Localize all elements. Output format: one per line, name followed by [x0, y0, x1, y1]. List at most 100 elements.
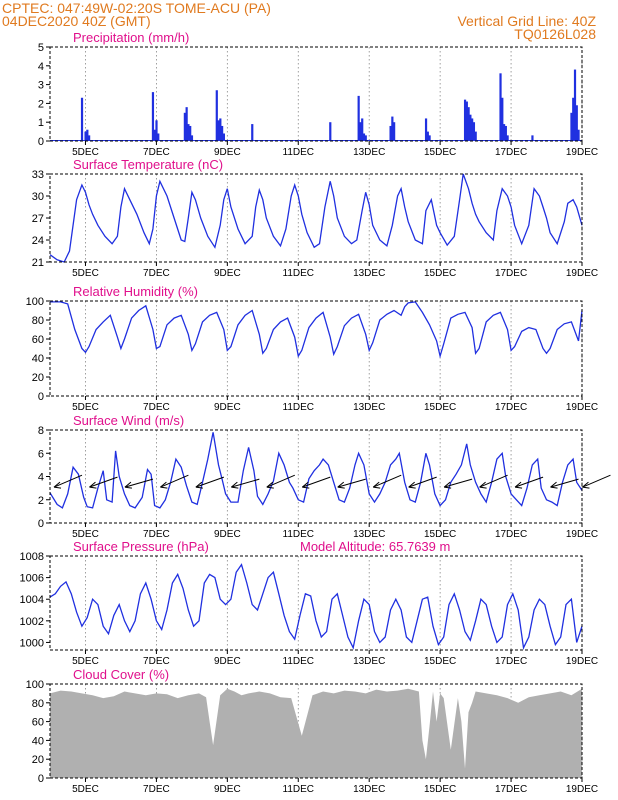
x-tick-label: 5DEC — [72, 402, 99, 413]
precip-bar — [361, 118, 364, 141]
precip-bar — [251, 124, 254, 141]
x-tick-label: 7DEC — [143, 656, 170, 667]
x-tick-label: 7DEC — [143, 402, 170, 413]
wind-arrow — [160, 474, 189, 488]
chart-panel-pres: Surface Pressure (hPa) Model Altitude: 65… — [20, 539, 599, 667]
precip-bar — [185, 107, 188, 141]
x-tick-label: 11DEC — [283, 784, 315, 795]
precip-bar — [157, 133, 160, 141]
x-tick-label: 17DEC — [495, 268, 527, 279]
wind-arrow — [266, 474, 295, 488]
x-tick-label: 9DEC — [214, 268, 241, 279]
x-tick-label: 11DEC — [283, 268, 315, 279]
chart-panel-temp: Surface Temperature (nC) 21 24 27 30 33 5DEC 7D… — [32, 157, 598, 279]
chart-frame — [49, 173, 583, 263]
precip-bar — [504, 125, 507, 141]
x-tick-label: 17DEC — [495, 402, 527, 413]
x-tick-label: 5DEC — [72, 529, 99, 540]
precip-bar — [467, 107, 470, 141]
precip-bar — [217, 120, 220, 141]
y-tick-label: 1002 — [20, 616, 44, 628]
y-tick-label: 0 — [38, 518, 44, 530]
y-tick-label: 6 — [38, 448, 44, 460]
x-tick-label: 15DEC — [424, 656, 456, 667]
x-tick-label: 15DEC — [424, 402, 456, 413]
wind-arrow-head — [89, 481, 97, 489]
chart-panel-wind: Surface Wind (m/s) 0 2 4 6 8 5DEC 7DEC 9DEC 11DEC… — [38, 413, 598, 540]
precip-bar — [471, 118, 474, 141]
x-tick-label: 15DEC — [424, 529, 456, 540]
x-tick-label: 11DEC — [283, 402, 315, 413]
series-line — [49, 563, 583, 650]
wind-arrow — [302, 476, 331, 488]
wind-arrow — [479, 474, 508, 488]
x-tick-label: 9DEC — [214, 147, 241, 158]
wind-arrow — [124, 478, 154, 488]
y-tick-label: 80 — [32, 698, 44, 710]
series-line — [49, 432, 583, 509]
precip-bar — [88, 135, 91, 141]
chart-panel-rh: Relative Humidity (%) 0 20 40 60 80 100 5DEC 7DE… — [26, 284, 598, 413]
location-header: CPTEC: 047:49W-02:20S TOME-ACU (PA) — [2, 0, 271, 16]
precip-bar — [391, 116, 394, 141]
wind-arrow — [89, 476, 118, 488]
wind-arrow — [582, 474, 611, 488]
wind-arrow-head — [550, 481, 558, 489]
cloud-cover-area — [50, 688, 582, 778]
chart-title: Cloud Cover (%) — [73, 667, 169, 682]
precip-bar — [469, 114, 472, 141]
precip-bar — [575, 105, 578, 141]
x-tick-label: 13DEC — [353, 656, 385, 667]
precip-bar — [183, 112, 186, 141]
x-tick-label: 11DEC — [283, 656, 315, 667]
wind-arrow-head — [372, 481, 381, 489]
y-tick-label: 27 — [32, 213, 44, 225]
x-tick-label: 17DEC — [495, 656, 527, 667]
precip-bar — [474, 131, 477, 141]
wind-arrow — [195, 476, 225, 488]
x-tick-label: 13DEC — [353, 402, 385, 413]
y-tick-label: 40 — [32, 735, 44, 747]
precip-bar — [428, 135, 431, 141]
wind-arrow-head — [443, 481, 452, 489]
wind-arrow — [514, 476, 544, 488]
x-tick-label: 15DEC — [424, 147, 456, 158]
precip-bar — [357, 95, 360, 141]
wind-arrow-head — [337, 481, 345, 489]
y-tick-label: 2 — [38, 495, 44, 507]
precip-bar — [86, 129, 89, 141]
precip-bar — [393, 122, 396, 141]
y-tick-label: 80 — [32, 315, 44, 327]
date-header: 04DEC2020 40Z (GMT) — [2, 13, 151, 29]
chart-frame — [49, 683, 583, 779]
chart-title: Relative Humidity (%) — [73, 284, 198, 299]
chart-title: Surface Temperature (nC) — [73, 157, 223, 172]
y-tick-label: 60 — [32, 334, 44, 346]
chart-panel-precip: Precipitation (mm/h) 0 1 2 3 4 5 5DEC 7DEC 9DEC 11… — [38, 30, 598, 158]
y-tick-label: 2 — [38, 98, 44, 110]
x-tick-label: 7DEC — [143, 784, 170, 795]
precip-bar — [572, 97, 575, 141]
precip-bar — [359, 122, 362, 141]
x-tick-label: 15DEC — [424, 784, 456, 795]
y-tick-label: 4 — [38, 472, 44, 484]
chart-frame — [49, 555, 583, 651]
precip-bar — [189, 125, 192, 141]
wind-arrow-head — [479, 481, 487, 489]
wind-arrow — [231, 478, 260, 488]
y-tick-label: 8 — [38, 425, 44, 437]
grid-line-header: Vertical Grid Line: 40Z — [457, 13, 596, 29]
y-tick-label: 100 — [26, 296, 44, 308]
precip-bar — [499, 73, 502, 141]
y-tick-label: 24 — [32, 235, 44, 247]
chart-title: Surface Pressure (hPa) — [73, 539, 209, 554]
wind-arrow-head — [53, 481, 62, 489]
precip-bar — [501, 97, 504, 141]
wind-arrow — [408, 476, 437, 488]
precip-bar — [472, 122, 476, 141]
y-tick-label: 0 — [38, 136, 44, 148]
wind-arrow-head — [124, 481, 133, 489]
x-tick-label: 15DEC — [424, 268, 456, 279]
y-tick-label: 30 — [32, 191, 44, 203]
